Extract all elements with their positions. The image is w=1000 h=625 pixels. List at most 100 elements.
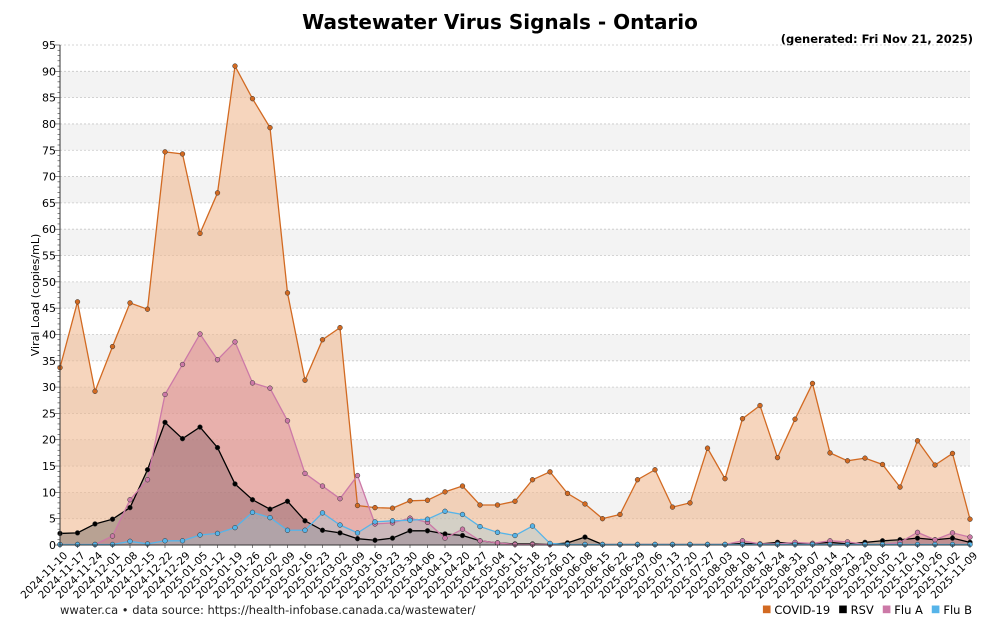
point-covid-19 (547, 469, 553, 475)
y-tick-label: 0 (49, 539, 56, 552)
point-flu-a (914, 529, 921, 536)
y-tick-label: 20 (42, 434, 56, 447)
y-tick-labels: 0 5 10 15 20 25 30 35 40 45 50 55 60 65 70 75 80 85 90 95 (42, 39, 56, 552)
point-flu-b (302, 527, 308, 533)
point-covid-19 (389, 505, 396, 511)
source-footer: wwater.ca • data source: https://health-… (60, 603, 476, 617)
point-flu-b (232, 524, 238, 531)
point-covid-19 (792, 416, 798, 422)
point-flu-a (967, 534, 973, 540)
area-rsv (60, 422, 970, 545)
point-rsv (302, 518, 308, 524)
point-rsv (459, 532, 466, 539)
point-rsv (144, 467, 151, 473)
point-flu-b (424, 516, 431, 522)
y-tick-label: 55 (42, 250, 56, 263)
point-covid-19 (109, 343, 116, 350)
point-flu-b (162, 538, 168, 544)
legend-item-covid: ■ COVID-19 (762, 603, 830, 617)
point-covid-19 (757, 402, 763, 409)
point-flu-a (249, 380, 256, 386)
series-areas (60, 66, 970, 546)
legend-swatch-rsv: ■ (838, 604, 848, 615)
point-covid-19 (249, 96, 256, 102)
point-rsv (109, 516, 116, 522)
point-rsv (162, 419, 168, 426)
y-tick-label: 40 (42, 328, 56, 341)
point-rsv (914, 535, 921, 541)
point-covid-19 (372, 504, 378, 511)
point-covid-19 (179, 151, 186, 157)
legend-item-flu-a: ■ Flu A (882, 603, 923, 617)
point-flu-a (179, 361, 186, 368)
point-flu-a (162, 391, 168, 398)
y-tick-label: 65 (42, 197, 56, 210)
point-covid-19 (407, 498, 413, 504)
point-rsv (372, 537, 378, 543)
y-tick-label: 30 (42, 381, 56, 394)
point-covid-19 (687, 500, 693, 506)
point-covid-19 (74, 299, 81, 305)
legend-swatch-flu-a: ■ (881, 604, 892, 615)
point-covid-19 (337, 324, 343, 331)
point-rsv (179, 436, 186, 442)
point-covid-19 (442, 489, 448, 495)
point-covid-19 (459, 483, 466, 489)
point-covid-19 (932, 462, 938, 468)
point-covid-19 (949, 450, 956, 457)
point-covid-19 (879, 461, 886, 468)
point-covid-19 (652, 467, 658, 473)
point-flu-b (512, 532, 518, 539)
point-covid-19 (477, 502, 483, 508)
point-flu-a (337, 496, 343, 502)
series-points (57, 63, 973, 548)
point-covid-19 (914, 438, 921, 444)
point-covid-19 (722, 476, 728, 482)
point-covid-19 (862, 455, 868, 461)
y-tick-label: 90 (42, 65, 56, 78)
point-covid-19 (564, 490, 571, 497)
point-flu-b (319, 510, 326, 516)
chart-title: Wastewater Virus Signals - Ontario (302, 10, 698, 34)
y-tick-label: 45 (42, 302, 56, 315)
point-flu-b (407, 517, 413, 523)
plot-band (60, 176, 970, 203)
point-flu-b (389, 518, 396, 524)
y-tick-label: 35 (42, 355, 56, 368)
point-covid-19 (844, 458, 851, 464)
y-tick-label: 75 (42, 144, 56, 157)
point-flu-a (197, 331, 203, 337)
point-flu-a (477, 538, 483, 544)
point-flu-a (949, 530, 956, 536)
y-tick-label: 25 (42, 407, 56, 420)
plot-band (60, 71, 970, 98)
point-covid-19 (232, 63, 238, 69)
point-flu-a (144, 477, 151, 483)
point-covid-19 (214, 190, 221, 196)
point-rsv (267, 506, 273, 512)
point-flu-b (337, 522, 343, 528)
point-rsv (214, 444, 221, 451)
point-rsv (949, 535, 956, 541)
point-flu-b (179, 538, 186, 544)
y-tick-label: 5 (49, 513, 56, 526)
area-covid-19 (60, 66, 970, 546)
point-rsv (389, 535, 396, 541)
point-flu-a (319, 483, 326, 489)
point-rsv (249, 497, 256, 503)
point-flu-a (267, 385, 273, 391)
point-rsv (424, 528, 431, 534)
point-covid-19 (267, 124, 273, 131)
y-tick-label: 95 (42, 39, 56, 52)
point-covid-19 (529, 477, 536, 483)
y-tick-label: 70 (42, 171, 56, 184)
point-covid-19 (512, 498, 518, 504)
point-covid-19 (774, 454, 781, 461)
point-covid-19 (144, 306, 151, 312)
point-flu-a (127, 497, 133, 503)
point-covid-19 (967, 516, 973, 522)
chart-subtitle: (generated: Fri Nov 21, 2025) (780, 32, 973, 46)
point-covid-19 (284, 290, 291, 296)
legend-label-flu-a: Flu A (894, 603, 923, 617)
